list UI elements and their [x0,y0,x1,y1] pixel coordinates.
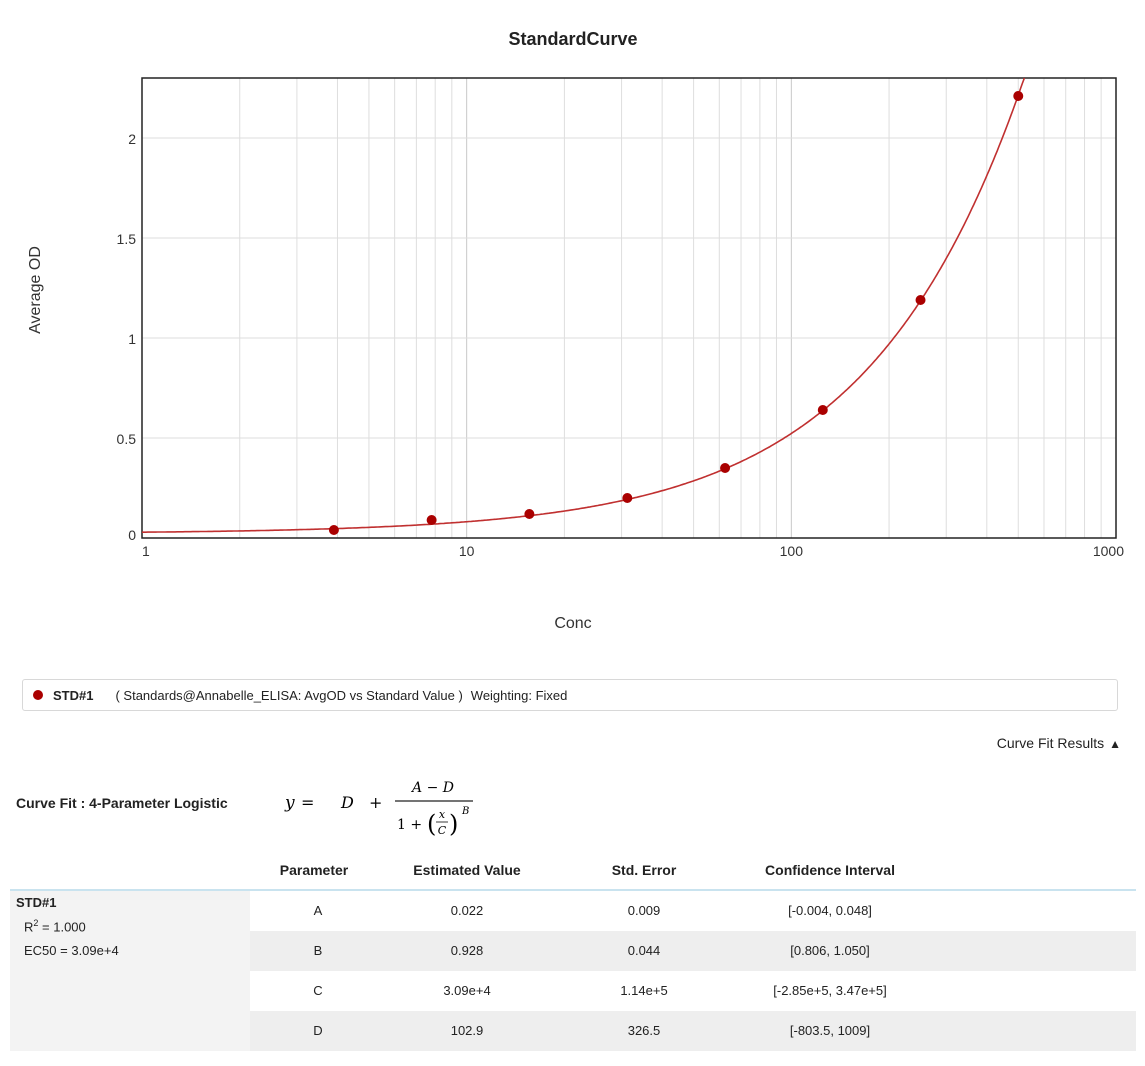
formula-paren-left: ( [427,810,436,838]
data-point [426,515,437,525]
fit-curve [142,77,1026,533]
cell-estimate: 0.022 [450,903,484,918]
data-point [817,405,828,415]
data-point [524,509,535,519]
curve-fit-results-toggle[interactable]: Curve Fit Results ▲ [997,735,1121,751]
grid [142,78,1116,538]
cell-parameter: D [313,1023,323,1038]
cell-parameter: C [313,983,323,998]
data-point [328,525,339,535]
chart-title: StandardCurve [508,29,637,49]
formula-y: y [284,793,295,813]
cell-estimate: 3.09e+4 [443,983,491,998]
axis-ticks: 1 10 100 1000 0 0.5 1 1.5 2 [117,131,1125,559]
formula-plus: + [369,793,382,812]
data-point [720,463,731,473]
formula-exponent-b: B [461,806,469,817]
header-divider [10,889,1136,891]
summary-r-squared: R2 = 1.000 [24,918,86,935]
data-point [622,493,633,503]
y-tick-label: 1 [128,331,136,347]
y-tick-label: 1.5 [117,231,137,247]
y-tick-label: 2 [128,131,136,147]
cell-confidence-interval: [-0.004, 0.048] [788,903,872,918]
cell-parameter: B [313,943,323,958]
header-std-error: Std. Error [611,862,677,878]
y-axis-label: Average OD [27,246,44,334]
cell-std-error: 0.044 [627,943,661,958]
cell-std-error: 326.5 [627,1023,661,1038]
formula-numerator: A − D [410,780,454,796]
formula-d: D [340,793,354,812]
cell-confidence-interval: [-2.85e+5, 3.47e+5] [773,983,887,998]
cell-estimate: 102.9 [450,1023,484,1038]
x-tick-label: 100 [780,543,804,559]
y-tick-label: 0.5 [117,431,137,447]
legend: STD#1 ( Standards@Annabelle_ELISA: AvgOD… [22,679,1118,711]
table-row: A 0.022 0.009 [-0.004, 0.048] [250,891,1136,931]
legend-description: ( Standards@Annabelle_ELISA: AvgOD vs St… [115,687,463,703]
legend-series-name: STD#1 [53,687,94,703]
cell-confidence-interval: [-803.5, 1009] [789,1023,871,1038]
header-parameter: Parameter [279,862,349,878]
table-row: C 3.09e+4 1.14e+5 [-2.85e+5, 3.47e+5] [250,971,1136,1011]
plot-area-border [141,77,1117,539]
formula-one-plus: 1 + [397,817,422,833]
table-row: D 102.9 326.5 [-803.5, 1009] [250,1011,1136,1051]
header-confidence-interval: Confidence Interval [765,862,895,878]
formula-paren-right: ) [449,810,458,838]
standard-curve-chart: StandardCurve 1 10 100 1000 0 0.5 1 1.5 2 Conc A… [27,29,1125,632]
legend-weighting: Weighting: Fixed [470,687,568,703]
table-row: B 0.928 0.044 [0.806, 1.050] [250,931,1136,971]
summary-series-name: STD#1 [16,895,57,910]
cell-confidence-interval: [0.806, 1.050] [790,943,870,958]
cell-estimate: 0.928 [450,943,484,958]
data-points [328,91,1024,535]
summary-ec50: EC50 = 3.09e+4 [24,943,119,958]
x-tick-label: 1000 [1093,543,1124,559]
data-point [915,295,926,305]
cell-parameter: A [313,903,323,918]
results-header: Parameter Estimated Value Std. Error Con… [10,856,1136,886]
x-tick-label: 10 [459,543,475,559]
formula-eq: = [301,793,314,812]
curve-fit-label: Curve Fit : 4-Parameter Logistic [16,795,228,811]
formula-x: x [439,808,446,821]
cell-std-error: 0.009 [627,903,661,918]
header-estimated-value: Estimated Value [413,862,521,878]
legend-marker [33,690,43,700]
x-tick-label: 1 [142,543,150,559]
cell-std-error: 1.14e+5 [620,983,668,998]
formula-4pl: y = D + A − D 1 + ( x C ) B [284,780,473,838]
collapse-triangle-icon: ▲ [1109,737,1121,751]
formula-c: C [438,824,447,837]
curve-fit-results-label: Curve Fit Results [996,735,1105,751]
data-point [1013,91,1024,101]
x-axis-label: Conc [554,615,591,632]
y-tick-label: 0 [128,527,136,543]
series-summary: STD#1 R2 = 1.000 EC50 = 3.09e+4 [10,891,250,1051]
